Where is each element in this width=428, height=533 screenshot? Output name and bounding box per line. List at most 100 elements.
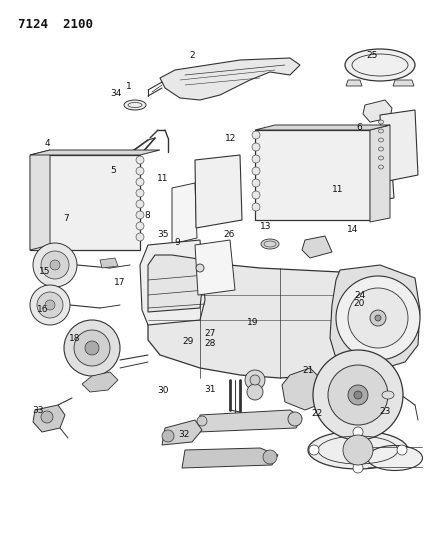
Text: 8: 8 (145, 212, 151, 220)
Circle shape (85, 341, 99, 355)
Polygon shape (30, 150, 50, 250)
Text: 7124  2100: 7124 2100 (18, 18, 93, 31)
Ellipse shape (378, 120, 383, 124)
Circle shape (336, 276, 420, 360)
Circle shape (37, 292, 63, 318)
Polygon shape (82, 372, 118, 392)
Circle shape (313, 350, 403, 440)
Text: 34: 34 (110, 89, 121, 98)
Circle shape (354, 391, 362, 399)
Ellipse shape (378, 138, 383, 142)
Text: 2: 2 (190, 52, 196, 60)
Circle shape (162, 430, 174, 442)
Text: 29: 29 (183, 337, 194, 345)
Circle shape (397, 445, 407, 455)
Circle shape (252, 203, 260, 211)
Circle shape (33, 243, 77, 287)
Polygon shape (195, 240, 235, 295)
Circle shape (348, 385, 368, 405)
Text: 31: 31 (204, 385, 215, 393)
Circle shape (45, 300, 55, 310)
Circle shape (136, 156, 144, 164)
Circle shape (247, 384, 263, 400)
Text: 18: 18 (69, 334, 80, 343)
Polygon shape (162, 420, 202, 445)
Text: 6: 6 (357, 124, 363, 132)
Text: 7: 7 (63, 214, 69, 223)
Polygon shape (255, 125, 390, 130)
Circle shape (353, 427, 363, 437)
Polygon shape (148, 258, 415, 378)
Polygon shape (140, 240, 205, 325)
Circle shape (252, 131, 260, 139)
Polygon shape (393, 80, 414, 86)
Circle shape (328, 365, 388, 425)
Circle shape (343, 435, 373, 465)
Polygon shape (370, 125, 390, 222)
Ellipse shape (308, 431, 408, 469)
Circle shape (252, 191, 260, 199)
Ellipse shape (378, 165, 383, 169)
Polygon shape (380, 110, 418, 182)
Text: 28: 28 (204, 340, 215, 348)
Text: 25: 25 (367, 52, 378, 60)
Circle shape (252, 179, 260, 187)
Text: 14: 14 (348, 225, 359, 233)
Circle shape (263, 450, 277, 464)
Circle shape (64, 320, 120, 376)
Text: 12: 12 (226, 134, 237, 143)
Text: 4: 4 (44, 140, 50, 148)
Text: 26: 26 (223, 230, 235, 239)
Bar (30, 155, 140, 250)
Ellipse shape (382, 391, 394, 399)
Circle shape (136, 178, 144, 186)
Text: 21: 21 (303, 366, 314, 375)
Circle shape (353, 463, 363, 473)
Ellipse shape (368, 446, 422, 471)
Circle shape (136, 211, 144, 219)
Text: 1: 1 (125, 82, 131, 91)
Text: 22: 22 (311, 409, 322, 417)
Circle shape (136, 189, 144, 197)
Ellipse shape (378, 156, 383, 160)
Circle shape (375, 315, 381, 321)
Ellipse shape (261, 239, 279, 249)
Circle shape (74, 330, 110, 366)
Bar (255, 130, 370, 220)
Text: 13: 13 (260, 222, 271, 231)
Polygon shape (33, 405, 65, 432)
Text: 27: 27 (204, 329, 215, 337)
Circle shape (370, 310, 386, 326)
Ellipse shape (378, 129, 383, 133)
Ellipse shape (124, 100, 146, 110)
Circle shape (252, 143, 260, 151)
Circle shape (41, 251, 69, 279)
Text: 19: 19 (247, 318, 258, 327)
Text: 32: 32 (178, 430, 190, 439)
Polygon shape (363, 100, 392, 122)
Polygon shape (148, 255, 205, 312)
Polygon shape (198, 410, 302, 432)
Circle shape (136, 200, 144, 208)
Polygon shape (30, 150, 160, 155)
Circle shape (252, 167, 260, 175)
Polygon shape (160, 58, 300, 100)
Polygon shape (302, 236, 332, 258)
Text: 16: 16 (37, 305, 48, 313)
Ellipse shape (378, 147, 383, 151)
Circle shape (41, 411, 53, 423)
Polygon shape (195, 155, 242, 228)
Text: 33: 33 (33, 406, 44, 415)
Text: 23: 23 (380, 407, 391, 416)
Ellipse shape (345, 49, 415, 81)
Text: 11: 11 (157, 174, 168, 183)
Circle shape (309, 445, 319, 455)
Polygon shape (100, 258, 118, 268)
Circle shape (197, 416, 207, 426)
Circle shape (288, 412, 302, 426)
Circle shape (245, 370, 265, 390)
Polygon shape (330, 265, 420, 368)
Text: 20: 20 (354, 300, 365, 308)
Circle shape (250, 375, 260, 385)
Text: 17: 17 (114, 278, 125, 287)
